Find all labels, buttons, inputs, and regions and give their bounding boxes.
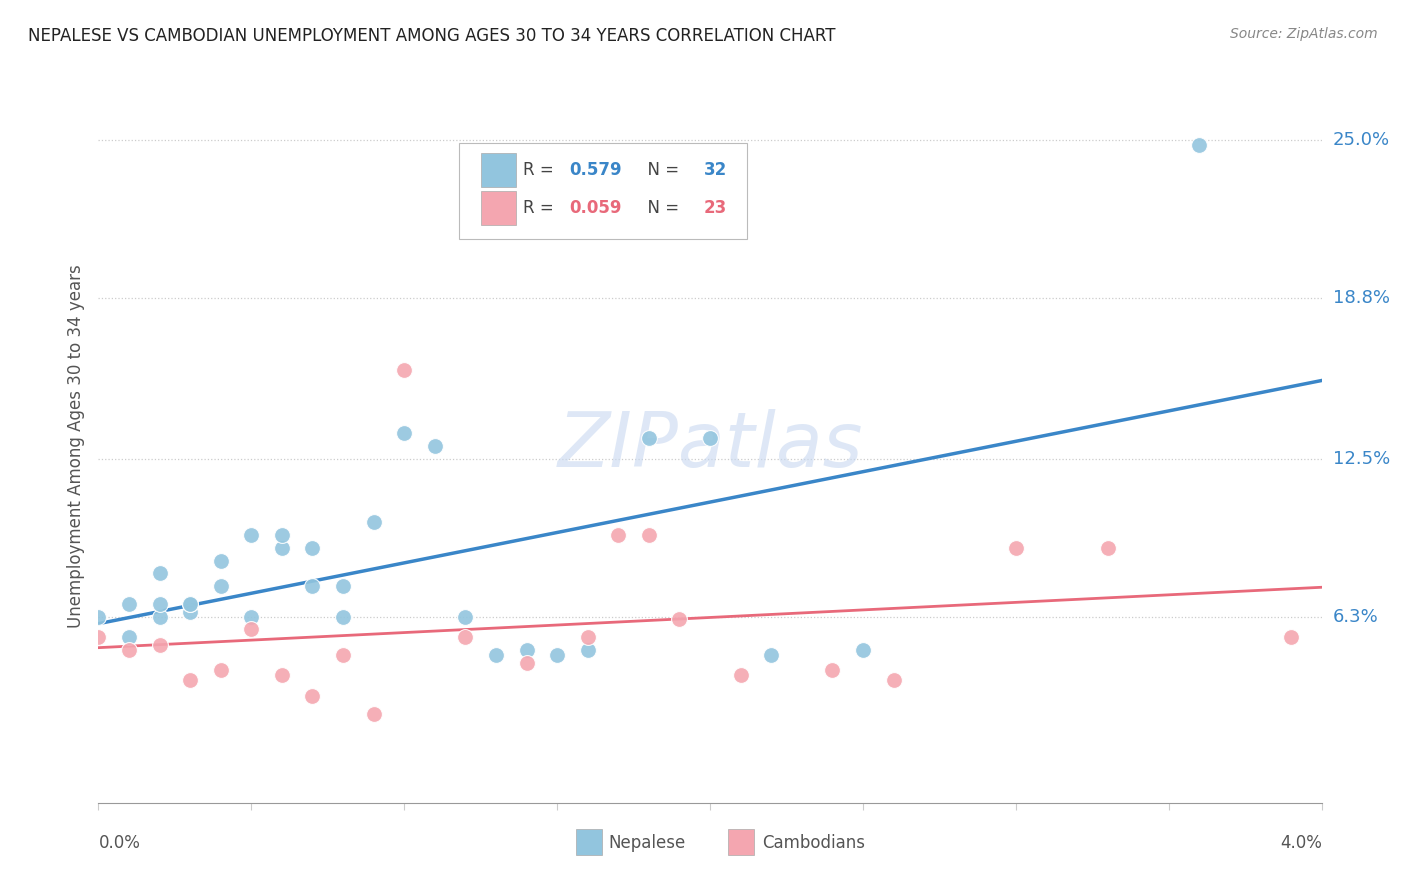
Point [454,609,477,624]
Point [179,605,201,619]
Point [821,663,844,677]
Point [332,579,354,593]
Point [699,431,721,445]
Point [332,609,354,624]
Point [240,623,263,637]
Text: 4.0%: 4.0% [1279,834,1322,852]
Text: N =: N = [637,161,683,178]
Text: R =: R = [523,161,558,178]
Point [301,579,323,593]
Point [209,579,232,593]
Point [546,648,568,662]
Point [730,668,752,682]
Point [149,566,172,581]
Point [149,638,172,652]
Point [883,673,905,688]
Point [1004,541,1026,555]
Point [516,656,538,670]
Text: 0.579: 0.579 [569,161,621,178]
Point [576,643,599,657]
Point [179,597,201,611]
Point [1097,541,1119,555]
Text: 23: 23 [704,200,727,218]
Text: Source: ZipAtlas.com: Source: ZipAtlas.com [1230,27,1378,41]
Point [270,528,294,542]
Point [87,609,110,624]
Point [240,609,263,624]
Point [118,630,141,644]
Point [423,439,446,453]
Text: 0.059: 0.059 [569,200,621,218]
Text: 25.0%: 25.0% [1333,131,1391,149]
Point [179,597,201,611]
Point [668,612,690,626]
Point [209,663,232,677]
Point [637,431,661,445]
Point [759,648,782,662]
Y-axis label: Unemployment Among Ages 30 to 34 years: Unemployment Among Ages 30 to 34 years [66,264,84,628]
Text: Nepalese: Nepalese [609,834,686,852]
Point [1188,138,1211,153]
Point [485,648,508,662]
Text: 32: 32 [704,161,727,178]
Point [363,516,385,530]
Point [301,541,323,555]
Point [301,689,323,703]
Text: NEPALESE VS CAMBODIAN UNEMPLOYMENT AMONG AGES 30 TO 34 YEARS CORRELATION CHART: NEPALESE VS CAMBODIAN UNEMPLOYMENT AMONG… [28,27,835,45]
Text: N =: N = [637,200,683,218]
Point [209,554,232,568]
Text: 0.0%: 0.0% [98,834,141,852]
FancyBboxPatch shape [460,143,747,239]
Point [332,648,354,662]
Text: R =: R = [523,200,558,218]
Point [392,362,416,376]
Point [149,609,172,624]
FancyBboxPatch shape [481,153,516,187]
Point [270,668,294,682]
Point [270,541,294,555]
Point [118,597,141,611]
Point [576,630,599,644]
Point [607,528,630,542]
Point [87,630,110,644]
Point [852,643,875,657]
Point [118,643,141,657]
Point [179,673,201,688]
Point [454,630,477,644]
Text: 18.8%: 18.8% [1333,289,1389,307]
Point [637,528,661,542]
Point [516,643,538,657]
Point [392,426,416,441]
Point [363,706,385,721]
Text: Cambodians: Cambodians [762,834,865,852]
Text: ZIPatlas: ZIPatlas [557,409,863,483]
FancyBboxPatch shape [481,191,516,226]
Point [149,597,172,611]
Point [1279,630,1302,644]
Text: 6.3%: 6.3% [1333,607,1378,626]
Text: 12.5%: 12.5% [1333,450,1391,467]
Point [240,528,263,542]
